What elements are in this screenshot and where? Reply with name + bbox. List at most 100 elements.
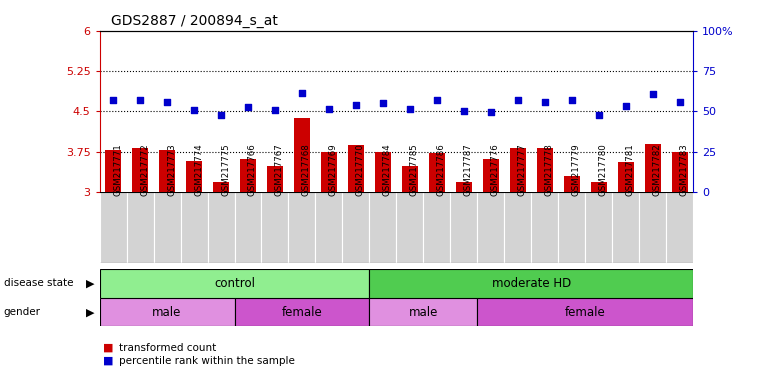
Text: gender: gender <box>4 307 41 317</box>
Bar <box>617 162 634 192</box>
Bar <box>504 192 532 263</box>
Bar <box>105 150 121 192</box>
Text: GSM217784: GSM217784 <box>383 143 392 195</box>
Bar <box>450 192 477 263</box>
Text: female: female <box>565 306 606 318</box>
Point <box>404 106 416 112</box>
Bar <box>424 192 450 263</box>
Bar <box>321 152 337 192</box>
Text: percentile rank within the sample: percentile rank within the sample <box>119 356 295 366</box>
Bar <box>666 192 693 263</box>
Bar <box>100 269 369 298</box>
Bar <box>186 161 202 192</box>
Text: GSM217777: GSM217777 <box>518 143 527 195</box>
Point <box>565 96 578 103</box>
Text: GSM217787: GSM217787 <box>464 143 473 195</box>
Text: GSM217775: GSM217775 <box>221 143 230 195</box>
Point <box>269 107 281 113</box>
Bar <box>558 192 585 263</box>
Point <box>107 96 119 103</box>
Text: GSM217785: GSM217785 <box>410 143 419 195</box>
Text: GSM217769: GSM217769 <box>329 143 338 195</box>
Bar <box>612 192 640 263</box>
Text: GSM217783: GSM217783 <box>679 143 689 195</box>
Text: male: male <box>409 306 438 318</box>
Bar <box>369 192 397 263</box>
Text: GSM217772: GSM217772 <box>140 143 149 195</box>
Point <box>161 99 173 105</box>
Text: moderate HD: moderate HD <box>492 277 571 290</box>
Text: GSM217786: GSM217786 <box>437 143 446 195</box>
Text: GSM217770: GSM217770 <box>356 143 365 195</box>
Text: male: male <box>152 306 182 318</box>
Point <box>593 111 605 118</box>
Bar <box>564 176 580 192</box>
Bar <box>585 192 612 263</box>
Text: GSM217773: GSM217773 <box>167 143 176 195</box>
Bar <box>234 298 369 326</box>
Point <box>485 109 497 116</box>
Point <box>322 106 335 112</box>
Bar <box>234 192 261 263</box>
Text: ■: ■ <box>103 356 114 366</box>
Bar <box>456 182 472 192</box>
Point <box>242 104 254 110</box>
Text: GSM217768: GSM217768 <box>302 143 311 195</box>
Bar <box>397 192 424 263</box>
Point <box>296 89 308 96</box>
Point <box>134 96 146 103</box>
Text: GSM217767: GSM217767 <box>275 143 284 195</box>
Point <box>512 96 524 103</box>
Bar <box>537 148 553 192</box>
Bar <box>429 153 445 192</box>
Bar <box>289 192 316 263</box>
Bar <box>477 192 504 263</box>
Bar <box>100 192 126 263</box>
Bar <box>532 192 558 263</box>
Bar <box>375 152 391 192</box>
Text: GSM217771: GSM217771 <box>113 143 122 195</box>
Text: control: control <box>214 277 255 290</box>
Point <box>647 91 659 97</box>
Bar <box>316 192 342 263</box>
Bar <box>369 298 477 326</box>
Point <box>377 100 389 106</box>
Point <box>188 107 200 113</box>
Text: GSM217782: GSM217782 <box>653 143 662 195</box>
Text: transformed count: transformed count <box>119 343 216 353</box>
Bar <box>181 192 208 263</box>
Bar <box>645 144 661 192</box>
Bar <box>672 152 688 192</box>
Point <box>538 99 551 105</box>
Text: GSM217774: GSM217774 <box>194 143 203 195</box>
Bar <box>477 298 693 326</box>
Bar <box>132 148 148 192</box>
Bar <box>640 192 666 263</box>
Bar <box>342 192 369 263</box>
Point <box>458 108 470 114</box>
Text: female: female <box>282 306 322 318</box>
Text: ▶: ▶ <box>86 307 95 317</box>
Text: GSM217779: GSM217779 <box>571 143 581 195</box>
Bar <box>509 148 526 192</box>
Text: disease state: disease state <box>4 278 74 288</box>
Text: GSM217780: GSM217780 <box>599 143 607 195</box>
Bar <box>591 182 607 192</box>
Text: ▶: ▶ <box>86 278 95 288</box>
Text: GSM217776: GSM217776 <box>491 143 500 195</box>
Bar <box>100 298 234 326</box>
Bar <box>213 182 229 192</box>
Bar <box>261 192 289 263</box>
Bar <box>208 192 234 263</box>
Bar <box>240 159 256 192</box>
Point <box>350 102 362 108</box>
Bar <box>126 192 153 263</box>
Bar <box>267 166 283 192</box>
Point <box>620 103 632 109</box>
Text: GDS2887 / 200894_s_at: GDS2887 / 200894_s_at <box>112 14 278 28</box>
Bar <box>153 192 181 263</box>
Text: ■: ■ <box>103 343 114 353</box>
Bar <box>159 150 175 192</box>
Text: GSM217781: GSM217781 <box>626 143 635 195</box>
Bar <box>402 166 418 192</box>
